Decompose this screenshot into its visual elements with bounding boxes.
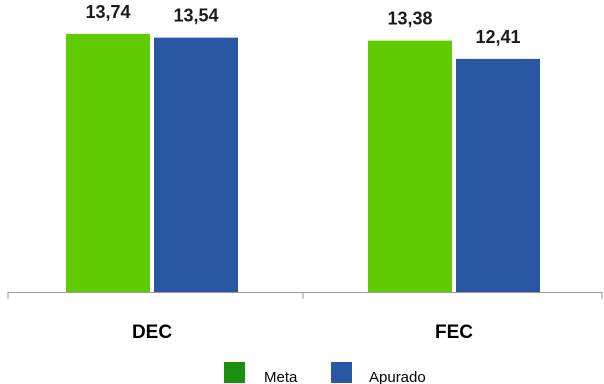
data-label-apurado-dec: 13,54 [173,6,218,26]
legend-label-apurado: Apurado [369,369,426,384]
legend-swatch-apurado [331,362,352,383]
data-label-meta-dec: 13,74 [85,2,130,22]
category-label-fec: FEC [435,322,473,343]
x-axis [7,292,603,299]
legend: Meta Apurado [224,362,426,384]
bar-apurado-dec [154,37,238,292]
legend-swatch-meta [224,362,245,383]
category-label-dec: DEC [132,322,172,343]
bar-meta-dec [66,33,150,292]
data-labels-layer: 13,74 13,54 13,38 12,41 [85,2,520,47]
data-label-apurado-fec: 12,41 [475,27,520,47]
bar-meta-fec [368,40,452,292]
bar-apurado-fec [456,58,540,292]
category-labels-layer: DEC FEC [132,322,473,343]
data-label-meta-fec: 13,38 [387,9,432,29]
legend-label-meta: Meta [264,369,298,384]
bars-layer [66,33,540,292]
